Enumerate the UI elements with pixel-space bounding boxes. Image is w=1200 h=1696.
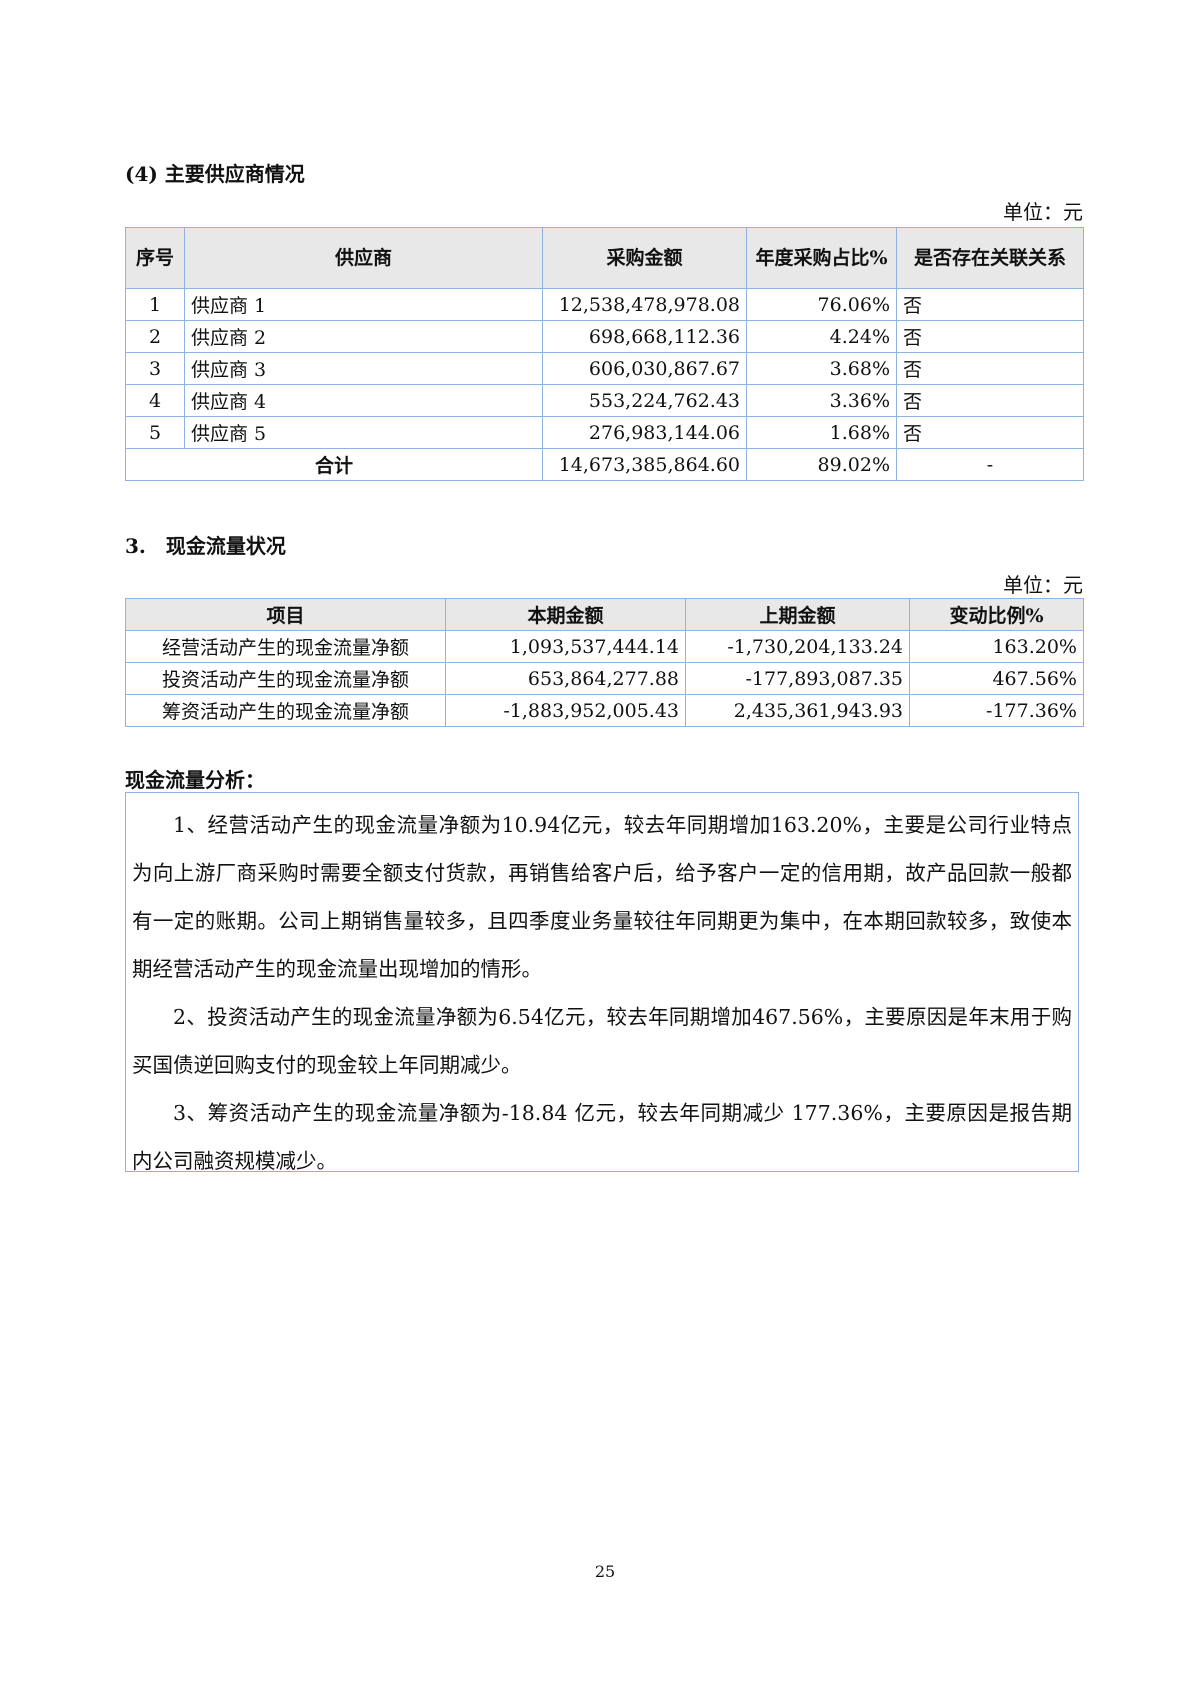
cell-amount: 12,538,478,978.08: [542, 288, 747, 321]
cell-name: 供应商 5: [184, 416, 543, 449]
cell-previous: -1,730,204,133.24: [685, 630, 910, 663]
table-row: 筹资活动产生的现金流量净额 -1,883,952,005.43 2,435,361,…: [125, 694, 1084, 727]
cell-related: 否: [896, 320, 1084, 353]
cell-previous: -177,893,087.35: [685, 662, 910, 695]
cell-no: 1: [125, 288, 185, 321]
table-row: 投资活动产生的现金流量净额 653,864,277.88 -177,893,087.…: [125, 662, 1084, 695]
cell-name: 供应商 4: [184, 384, 543, 417]
cell-pct: 1.68%: [746, 416, 897, 449]
header-amount: 采购金额: [542, 227, 747, 289]
analysis-title: 现金流量分析：: [125, 768, 265, 792]
total-pct: 89.02%: [746, 448, 897, 481]
cell-item: 投资活动产生的现金流量净额: [125, 662, 446, 695]
cell-no: 2: [125, 320, 185, 353]
cell-amount: 553,224,762.43: [542, 384, 747, 417]
table-row: 3 供应商 3 606,030,867.67 3.68% 否: [125, 352, 1084, 385]
suppliers-table: 序号 供应商 采购金额 年度采购占比% 是否存在关联关系 1 供应商 1 12,53…: [125, 227, 1084, 481]
cell-no: 3: [125, 352, 185, 385]
cell-change: -177.36%: [909, 694, 1084, 727]
table-row: 经营活动产生的现金流量净额 1,093,537,444.14 -1,730,204,…: [125, 630, 1084, 663]
cell-related: 否: [896, 416, 1084, 449]
cell-change: 467.56%: [909, 662, 1084, 695]
header-pct: 年度采购占比%: [746, 227, 897, 289]
header-no: 序号: [125, 227, 185, 289]
table-row: 5 供应商 5 276,983,144.06 1.68% 否: [125, 416, 1084, 449]
header-supplier: 供应商: [184, 227, 543, 289]
cell-pct: 76.06%: [746, 288, 897, 321]
cell-current: 1,093,537,444.14: [445, 630, 686, 663]
table-row: 2 供应商 2 698,668,112.36 4.24% 否: [125, 320, 1084, 353]
cell-pct: 4.24%: [746, 320, 897, 353]
cell-amount: 698,668,112.36: [542, 320, 747, 353]
cell-previous: 2,435,361,943.93: [685, 694, 910, 727]
cell-amount: 606,030,867.67: [542, 352, 747, 385]
cell-pct: 3.68%: [746, 352, 897, 385]
cell-name: 供应商 3: [184, 352, 543, 385]
suppliers-title: (4) 主要供应商情况: [125, 162, 305, 186]
table-row: 1 供应商 1 12,538,478,978.08 76.06% 否: [125, 288, 1084, 321]
total-row: 合计 14,673,385,864.60 89.02% -: [125, 448, 1084, 481]
header-item: 项目: [125, 598, 446, 631]
analysis-paragraph: 1、经营活动产生的现金流量净额为10.94亿元，较去年同期增加163.20%，主…: [132, 813, 1072, 981]
analysis-box: 1、经营活动产生的现金流量净额为10.94亿元，较去年同期增加163.20%，主…: [125, 792, 1079, 1173]
cell-amount: 276,983,144.06: [542, 416, 747, 449]
cell-name: 供应商 2: [184, 320, 543, 353]
cashflow-table: 项目 本期金额 上期金额 变动比例% 经营活动产生的现金流量净额 1,093,53…: [125, 598, 1084, 727]
cell-no: 4: [125, 384, 185, 417]
analysis-paragraph: 2、投资活动产生的现金流量净额为6.54亿元，较去年同期增加467.56%，主要…: [132, 1005, 1072, 1077]
cell-name: 供应商 1: [184, 288, 543, 321]
cell-change: 163.20%: [909, 630, 1084, 663]
cell-item: 经营活动产生的现金流量净额: [125, 630, 446, 663]
cell-related: 否: [896, 288, 1084, 321]
cashflow-unit: 单位：元: [1003, 573, 1083, 597]
page-number: 25: [594, 1562, 616, 1581]
cell-related: 否: [896, 384, 1084, 417]
cell-current: -1,883,952,005.43: [445, 694, 686, 727]
header-current: 本期金额: [445, 598, 686, 631]
cell-current: 653,864,277.88: [445, 662, 686, 695]
cell-no: 5: [125, 416, 185, 449]
header-change: 变动比例%: [909, 598, 1084, 631]
suppliers-unit: 单位：元: [1003, 200, 1083, 224]
cell-item: 筹资活动产生的现金流量净额: [125, 694, 446, 727]
analysis-paragraph: 3、筹资活动产生的现金流量净额为-18.84 亿元，较去年同期减少 177.36…: [132, 1101, 1072, 1173]
header-previous: 上期金额: [685, 598, 910, 631]
table-row: 4 供应商 4 553,224,762.43 3.36% 否: [125, 384, 1084, 417]
table-header-row: 项目 本期金额 上期金额 变动比例%: [125, 598, 1084, 631]
table-header-row: 序号 供应商 采购金额 年度采购占比% 是否存在关联关系: [125, 227, 1084, 289]
total-related: -: [896, 448, 1084, 481]
header-related: 是否存在关联关系: [896, 227, 1084, 289]
cell-pct: 3.36%: [746, 384, 897, 417]
total-label: 合计: [125, 448, 543, 481]
total-amount: 14,673,385,864.60: [542, 448, 747, 481]
cell-related: 否: [896, 352, 1084, 385]
cashflow-title: 3. 现金流量状况: [125, 534, 286, 558]
